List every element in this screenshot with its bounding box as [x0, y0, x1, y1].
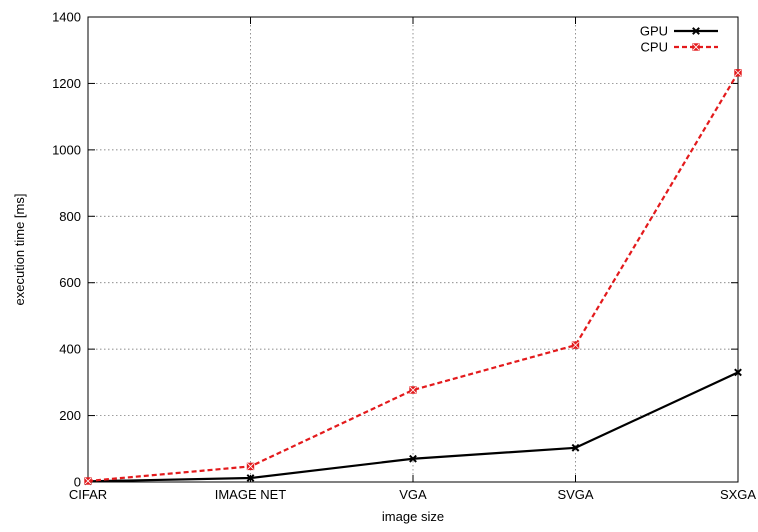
legend-marker-gpu: [692, 27, 700, 35]
y-tick-label: 600: [59, 275, 81, 290]
gpu-point: [571, 443, 580, 452]
gpu-point: [246, 474, 255, 482]
marker-stroke: [572, 341, 579, 349]
marker-stroke: [571, 443, 580, 452]
marker-stroke: [692, 43, 700, 51]
x-tick-label: VGA: [399, 487, 427, 502]
y-tick-label: 1000: [52, 142, 81, 157]
cpu-point: [84, 477, 92, 485]
legend-entry-gpu: GPU: [640, 24, 718, 39]
marker-stroke: [692, 27, 700, 35]
cpu-point: [246, 462, 255, 471]
marker-stroke: [247, 462, 254, 470]
y-tick-label: 1400: [52, 10, 81, 25]
x-tick-label: SVGA: [557, 487, 593, 502]
x-tick-label: CIFAR: [69, 487, 107, 502]
y-tick-label: 800: [59, 209, 81, 224]
cpu-point: [734, 69, 742, 77]
y-tick-label: 400: [59, 342, 81, 357]
cpu-line: [87, 72, 739, 483]
x-axis: CIFAR IMAGE NET VGA SVGA SXGA: [69, 17, 756, 502]
cpu-series: [84, 69, 742, 485]
gpu-point: [734, 368, 742, 377]
y-axis: 0 200 400 600 800 1000 1200 1400: [52, 10, 738, 490]
legend-marker-cpu: [692, 43, 700, 51]
y-tick-label: 0: [74, 475, 81, 490]
marker-stroke: [734, 69, 742, 77]
x-tick-label: IMAGE NET: [215, 487, 287, 502]
marker-stroke: [409, 386, 417, 394]
x-tick-label: SXGA: [720, 487, 756, 502]
legend-label-cpu: CPU: [641, 40, 668, 55]
cpu-point: [409, 386, 417, 394]
legend-entry-cpu: CPU: [641, 40, 718, 55]
grid: [88, 17, 738, 482]
marker-stroke: [409, 454, 417, 463]
series-group: [84, 69, 742, 486]
legend-label-gpu: GPU: [640, 24, 668, 39]
marker-stroke: [246, 474, 255, 482]
y-tick-label: 1200: [52, 76, 81, 91]
marker-stroke: [84, 477, 92, 485]
y-axis-label: execution time [ms]: [12, 194, 27, 306]
cpu-point: [571, 341, 580, 349]
gpu-point: [409, 454, 417, 463]
x-axis-label: image size: [382, 509, 444, 524]
marker-stroke: [734, 368, 742, 377]
y-tick-label: 200: [59, 408, 81, 423]
